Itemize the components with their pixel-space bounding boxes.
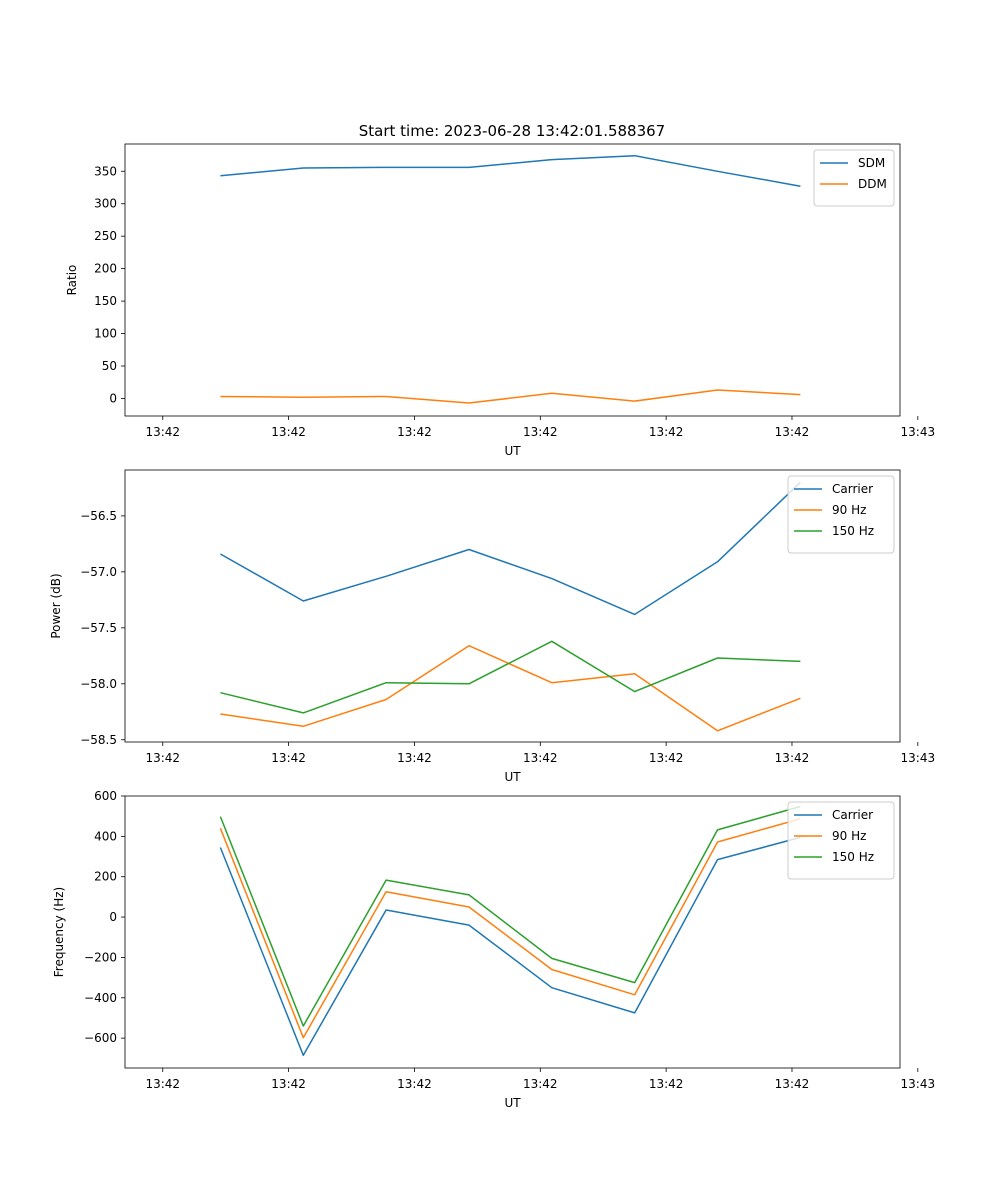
axes-frame — [124, 795, 901, 1069]
legend-label: Carrier — [832, 808, 873, 822]
y-tick-label: 600 — [94, 789, 117, 803]
x-tick-label: 13:42 — [523, 1077, 558, 1091]
y-tick-label: 150 — [94, 294, 117, 308]
x-tick-label: 13:42 — [397, 1077, 432, 1091]
legend-label: 150 Hz — [832, 524, 874, 538]
x-axis-label: UT — [504, 1096, 521, 1110]
chart-title: Start time: 2023-06-28 13:42:01.588367 — [359, 122, 665, 140]
y-tick-label: −58.0 — [80, 677, 117, 691]
y-tick-label: −57.0 — [80, 565, 117, 579]
y-tick-label: −58.5 — [80, 733, 117, 747]
x-tick-label: 13:42 — [775, 751, 810, 765]
x-tick-label: 13:42 — [397, 425, 432, 439]
chart-panel-2: 13:42 13:42 13:42 13:42 13:42 13:42 13:43 −58.5… — [49, 469, 936, 784]
legend-label: SDM — [858, 156, 885, 170]
x-tick-label: 13:42 — [145, 751, 180, 765]
y-tick-label: −200 — [84, 950, 117, 964]
y-tick-label: 50 — [102, 359, 117, 373]
series-line-carrier — [219, 836, 801, 1057]
x-tick-label: 13:42 — [271, 751, 306, 765]
x-tick-label: 13:42 — [649, 1077, 684, 1091]
y-axis-label: Frequency (Hz) — [52, 887, 66, 978]
chart-panel-3: 13:42 13:42 13:42 13:42 13:42 13:42 13:43 −600 −… — [52, 789, 935, 1110]
legend-label: Carrier — [832, 482, 873, 496]
legend-label: 90 Hz — [832, 829, 866, 843]
y-tick-label: 100 — [94, 327, 117, 341]
y-tick-label: −57.5 — [80, 621, 117, 635]
y-tick-label: 200 — [94, 262, 117, 276]
series-line-carrier — [220, 481, 801, 616]
x-axis-label: UT — [504, 770, 521, 784]
series-line-90-hz — [219, 818, 801, 1039]
legend-label: 150 Hz — [832, 850, 874, 864]
y-tick-label: −600 — [84, 1031, 117, 1045]
x-tick-label: 13:42 — [145, 1077, 180, 1091]
y-tick-label: 200 — [94, 870, 117, 884]
y-tick-label: 350 — [94, 164, 117, 178]
legend-box — [787, 475, 895, 554]
x-tick-label: 13:42 — [397, 751, 432, 765]
legend-label: DDM — [858, 177, 887, 191]
y-tick-label: −400 — [84, 991, 117, 1005]
x-tick-label: 13:42 — [145, 425, 180, 439]
x-tick-label: 13:42 — [775, 425, 810, 439]
chart-panel-1: 13:42 13:42 13:42 13:42 13:42 13:42 13:43 0 50 10… — [65, 143, 936, 458]
legend: Carrier 90 Hz 150 Hz — [787, 801, 895, 880]
x-tick-label: 13:43 — [901, 425, 936, 439]
legend: SDM DDM — [813, 149, 895, 207]
legend-label: 90 Hz — [832, 503, 866, 517]
y-tick-label: 300 — [94, 197, 117, 211]
y-axis-label: Ratio — [65, 265, 79, 296]
y-tick-label: −56.5 — [80, 509, 117, 523]
y-tick-label: 0 — [109, 910, 117, 924]
series-line-150-hz — [219, 805, 801, 1027]
legend-box — [787, 801, 895, 880]
x-tick-label: 13:43 — [901, 751, 936, 765]
y-tick-label: 250 — [94, 229, 117, 243]
x-tick-label: 13:43 — [901, 1077, 936, 1091]
series-line-ddm — [220, 389, 801, 404]
panels: 13:42 13:42 13:42 13:42 13:42 13:42 13:43 0 50 10… — [49, 143, 936, 1110]
axes-frame — [124, 143, 901, 417]
series-line-sdm — [220, 154, 801, 187]
axes-frame — [124, 469, 901, 743]
y-tick-label: 0 — [109, 391, 117, 405]
x-tick-label: 13:42 — [271, 425, 306, 439]
x-tick-label: 13:42 — [775, 1077, 810, 1091]
x-tick-label: 13:42 — [523, 425, 558, 439]
x-axis-label: UT — [504, 444, 521, 458]
x-tick-label: 13:42 — [271, 1077, 306, 1091]
series-line-90-hz — [220, 644, 801, 732]
legend-box — [813, 149, 895, 207]
x-tick-label: 13:42 — [649, 751, 684, 765]
x-tick-label: 13:42 — [523, 751, 558, 765]
x-tick-label: 13:42 — [649, 425, 684, 439]
y-axis-label: Power (dB) — [49, 573, 63, 638]
series-line-150-hz — [220, 640, 801, 714]
y-tick-label: 400 — [94, 829, 117, 843]
legend: Carrier 90 Hz 150 Hz — [787, 475, 895, 554]
